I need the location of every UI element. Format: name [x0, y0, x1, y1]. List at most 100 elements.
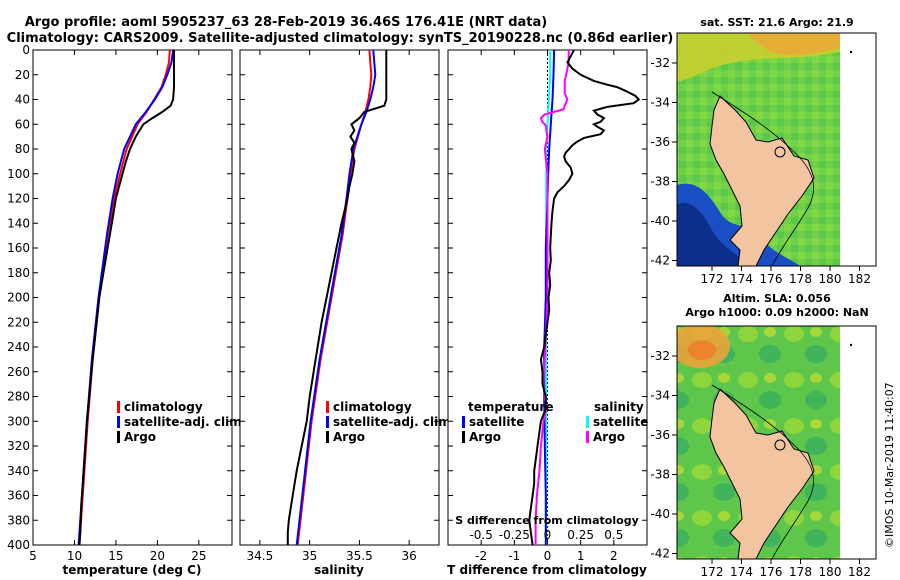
0-xtick-label: 25 [191, 549, 206, 563]
argo-float-position [774, 146, 786, 158]
legend-salinity-satellite: satellite [593, 415, 648, 429]
legend-satellite-adj: satellite-adj. clim. [124, 415, 246, 429]
salinity-diff-tick-label: 0.5 [604, 528, 623, 542]
legend-salinity-title: salinity [594, 400, 644, 414]
map-lon-label: 176 [760, 272, 783, 286]
legend-swatch-argo [326, 431, 329, 443]
salinity-diff-tick-label: -0.5 [469, 528, 492, 542]
legend-salinity-argo: Argo [593, 430, 625, 444]
legend-swatch-climatology [117, 401, 120, 413]
temperature-diff-argo-line [528, 50, 641, 545]
salinity-panel: 34.5 35 35.5 36 salinity climatology satell… [239, 49, 455, 577]
legend-temperature-title: temperature [468, 400, 553, 414]
2-xtick-label: 0 [544, 549, 552, 563]
map-lon-label: 174 [730, 272, 753, 286]
legend-climatology: climatology [124, 400, 203, 414]
legend-swatch-salinity-satellite [586, 416, 589, 428]
map-lat-label: -38 [650, 175, 670, 189]
bathymetry-contour [711, 91, 815, 266]
salinity-legend: climatology satellite-adj. clim. Argo [326, 400, 455, 444]
2-xtick-label: 2 [610, 549, 618, 563]
imos-credit: ©IMOS 10-Mar-2019 11:40:07 [883, 382, 896, 548]
map-lat-label: -34 [650, 389, 670, 403]
salinity-diff-satellite-line [545, 50, 552, 545]
legend-satellite-adj: satellite-adj. clim. [333, 415, 455, 429]
2-xtick-label: 1 [577, 549, 585, 563]
legend-temperature-argo: Argo [469, 430, 501, 444]
legend-climatology: climatology [333, 400, 412, 414]
sst-map-title: sat. SST: 21.6 Argo: 21.9 [700, 16, 853, 29]
depth-tick-label: 40 [15, 93, 30, 107]
0-xtick-label: 10 [67, 549, 82, 563]
sst-map: sat. SST: 21.6 Argo: 21.9 -32 -34 -36 -38 -4… [650, 16, 877, 286]
sla-peak-region [688, 340, 716, 360]
map-lat-label: -38 [650, 468, 670, 482]
figure-title-line2: Climatology: CARS2009. Satellite-adjuste… [7, 31, 674, 46]
depth-tick-label: 20 [15, 68, 30, 82]
map-lon-label: 178 [789, 272, 812, 286]
argo-float-position [774, 439, 786, 451]
salinity-diff-xlabel: S difference from climatology [455, 514, 639, 527]
temperature-panel: 0 20 40 60 80 100 120 140 160 180 200 220 240 260 280 3… [7, 43, 246, 577]
map-lon-label: 172 [701, 565, 724, 579]
bathymetry-contour [711, 384, 815, 559]
0-xtick-label: 20 [150, 549, 165, 563]
depth-tick-label: 200 [7, 291, 30, 305]
map-lat-label: -42 [650, 254, 670, 268]
difference-legend: temperature satellite Argo salinity sate… [462, 400, 648, 444]
map-lon-label: 182 [848, 272, 871, 286]
legend-swatch-temperature-argo [462, 431, 465, 443]
depth-tick-label: 400 [7, 538, 30, 552]
map-lat-label: -36 [650, 135, 670, 149]
map-lon-label: 182 [848, 565, 871, 579]
legend-argo: Argo [124, 430, 156, 444]
map-lon-label: 180 [819, 272, 842, 286]
depth-tick-label: 180 [7, 266, 30, 280]
2-xtick-label: -2 [475, 549, 487, 563]
coldest-sst-region [677, 202, 748, 266]
salinity-xlabel: salinity [314, 563, 364, 577]
map-lat-label: -32 [650, 349, 670, 363]
map-lat-label: -34 [650, 96, 670, 110]
salinity-diff-tick-label: 0 [544, 528, 552, 542]
map-lat-label: -40 [650, 507, 670, 521]
depth-tick-label: 60 [15, 117, 30, 131]
sla-map-title-line1: Altim. SLA: 0.056 [723, 292, 831, 305]
1-xtick-label: 36 [402, 549, 417, 563]
map-lon-label: 176 [760, 565, 783, 579]
depth-tick-label: 320 [7, 439, 30, 453]
temperature-argo-line [78, 50, 175, 545]
depth-tick-label: 100 [7, 167, 30, 181]
sst-map-frame [676, 32, 877, 267]
salinity-diff-tick-label: -0.25 [499, 528, 530, 542]
map-lon-label: 174 [730, 565, 753, 579]
depth-tick-label: 360 [7, 489, 30, 503]
salinity-satellite-adj-line [295, 50, 377, 545]
temperature-diff-xlabel: T difference from climatology [447, 563, 647, 577]
warmest-sst-band [748, 33, 840, 56]
1-xtick-label: 35 [302, 549, 317, 563]
legend-temperature-satellite: satellite [469, 415, 524, 429]
depth-tick-label: 160 [7, 241, 30, 255]
2-xtick-label: -1 [508, 549, 520, 563]
map-lat-label: -32 [650, 56, 670, 70]
sla-map: Altim. SLA: 0.056 Argo h1000: 0.09 h2000… [650, 292, 877, 579]
temperature-xlabel: temperature (deg C) [63, 563, 202, 577]
legend-argo: Argo [333, 430, 365, 444]
salinity-axes [239, 49, 440, 546]
1-xtick-label: 35.5 [346, 549, 373, 563]
temperature-axes [32, 49, 233, 546]
0-xtick-label: 15 [108, 549, 123, 563]
depth-tick-label: 0 [22, 43, 30, 57]
map-marker-dot [849, 343, 853, 347]
depth-tick-label: 300 [7, 414, 30, 428]
map-lon-label: 178 [789, 565, 812, 579]
salinity-diff-argo-line [534, 50, 570, 545]
difference-panel: -2 -1 0 1 2 S difference from climatology -0… [447, 49, 648, 577]
legend-swatch-temperature-satellite [462, 416, 465, 428]
salinity-diff-tick-label: 0.25 [567, 528, 594, 542]
new-zealand-north-island [709, 388, 815, 559]
depth-tick-label: 80 [15, 142, 30, 156]
depth-tick-label: 120 [7, 192, 30, 206]
